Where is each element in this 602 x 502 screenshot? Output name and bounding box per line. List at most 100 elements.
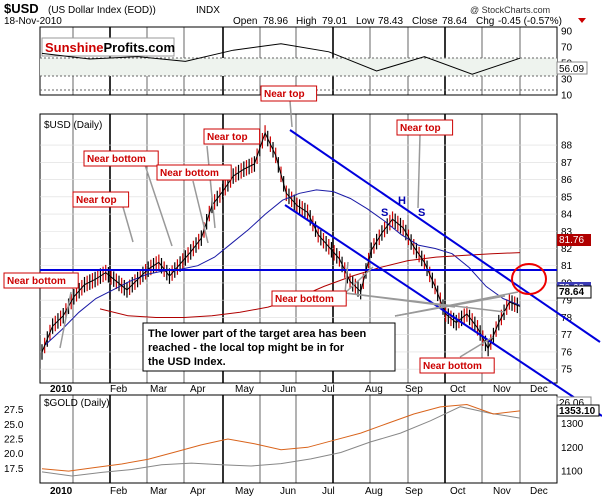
gold-left-tick: 20.0	[4, 449, 24, 460]
annotation-label: Near top	[76, 195, 117, 206]
rsi-neutral-band	[40, 58, 557, 76]
month-label: Mar	[150, 486, 168, 497]
rsi-tick-label: 90	[561, 27, 573, 38]
rsi-last-value: 56.09	[559, 64, 584, 75]
annotation-label: Near bottom	[160, 168, 219, 179]
price-tick-label: 77	[561, 330, 573, 341]
ohlc-readout: Open 78.96 High 79.01 Low 78.43 Close 78…	[233, 16, 562, 27]
rsi-tick-label: 10	[561, 91, 573, 102]
month-label: 2010	[50, 486, 73, 497]
price-tick-label: 88	[561, 141, 573, 152]
rsi-last-box	[556, 61, 588, 75]
brand-part2: Profits.com	[104, 40, 176, 55]
gold-right-tick: 1100	[561, 467, 583, 478]
annotation-box	[72, 191, 130, 208]
price-tick-label: 81	[561, 261, 573, 272]
month-label: Nov	[493, 384, 511, 395]
symbol-name: (US Dollar Index (EOD))	[48, 5, 156, 16]
ma200-last-box	[557, 234, 591, 246]
annotation-label: Near bottom	[7, 276, 66, 287]
month-label: Oct	[450, 486, 466, 497]
price-tick-label: 87	[561, 158, 573, 169]
month-label: Sep	[405, 384, 423, 395]
gold-last-value: 1353.10	[559, 406, 596, 417]
lower-trend-line	[284, 204, 516, 359]
month-label: Jun	[280, 384, 296, 395]
annotation-box	[396, 119, 454, 136]
month-label: Mar	[150, 384, 168, 395]
open-label: Open	[233, 16, 257, 27]
annotation-box	[203, 128, 261, 145]
month-label: Dec	[530, 486, 548, 497]
price-tick-label: 83	[561, 227, 573, 238]
ma200-last-value: 81.76	[559, 235, 584, 246]
annotation-box	[419, 357, 495, 374]
chg-label: Chg	[476, 16, 494, 27]
month-label: Feb	[110, 384, 128, 395]
annotation-label: Near top	[264, 89, 305, 100]
target-circle	[511, 263, 547, 295]
annotation-label: Near top	[400, 123, 441, 134]
month-label: Dec	[530, 384, 548, 395]
brand-box	[41, 37, 175, 57]
month-label: May	[235, 384, 254, 395]
gold-right-tick: 1200	[561, 443, 584, 454]
gold-ratio-last-value: 26.06	[559, 398, 584, 409]
price-tick-label: 84	[561, 210, 573, 221]
brand-part1: Sunshine	[45, 40, 104, 55]
annotation-box	[260, 85, 318, 102]
pattern-s-right: S	[418, 207, 425, 219]
gold-reference-line	[41, 406, 521, 477]
annotation-box	[156, 164, 232, 181]
upper-trend-line	[289, 129, 601, 343]
gold-left-tick: 22.5	[4, 435, 24, 446]
month-label: Apr	[190, 486, 206, 497]
date-label: 18-Nov-2010	[4, 16, 62, 27]
month-label: Sep	[405, 486, 423, 497]
annotation-pointers	[59, 100, 519, 358]
price-tick-label: 79	[561, 296, 573, 307]
close-label: Close	[412, 16, 438, 27]
month-label: Aug	[365, 486, 383, 497]
gold-axis-ticks: 17.5 20.0 22.5 25.0 27.5 1100 1200 1300	[4, 405, 584, 477]
low-label: Low	[356, 16, 375, 27]
price-tick-label: 76	[561, 347, 573, 358]
gold-left-tick: 17.5	[4, 464, 24, 475]
annotation-label: Near bottom	[275, 294, 334, 305]
gold-panel-title: $GOLD (Daily)	[44, 398, 110, 409]
month-label: Jun	[280, 486, 296, 497]
gold-panel-frame	[39, 394, 558, 484]
gold-last-box	[556, 404, 600, 417]
rsi-tick-label: 70	[561, 43, 573, 54]
symbol-label: $USD	[4, 1, 39, 16]
low-value: 78.43	[378, 16, 403, 27]
price-tick-label: 86	[561, 175, 573, 186]
rsi-series-line	[41, 43, 521, 75]
annotation-box	[83, 150, 159, 167]
callout-text: The lower part of the target area has be…	[148, 328, 367, 368]
month-label: May	[235, 486, 254, 497]
price-close-line	[41, 131, 521, 353]
month-label: Nov	[493, 486, 511, 497]
price-panel-title: $USD (Daily)	[44, 120, 102, 131]
gold-left-tick: 27.5	[4, 405, 24, 416]
chg-value: -0.45 (-0.57%)	[498, 16, 562, 27]
price-tick-label: 85	[561, 192, 573, 203]
brand-logo: SunshineProfits.com	[45, 40, 175, 55]
high-value: 79.01	[322, 16, 347, 27]
month-label: Jul	[322, 486, 335, 497]
month-label: 2010	[50, 384, 73, 395]
price-axis-ticks: 7576777879808182838485868788	[561, 141, 573, 376]
month-label: Oct	[450, 384, 466, 395]
annotation-label: Near top	[207, 132, 248, 143]
close-value: 78.64	[442, 16, 467, 27]
annotation-label: Near bottom	[423, 361, 482, 372]
price-tick-label: 75	[561, 365, 573, 376]
annotation-box	[3, 272, 79, 289]
high-label: High	[296, 16, 317, 27]
gold-month-labels: 2010 Feb Mar Apr May Jun Jul Aug Sep Oct Nov Dec	[50, 486, 548, 497]
price-last-value: 78.64	[559, 287, 584, 298]
rsi-tick-label: 30	[561, 75, 573, 86]
month-label: Feb	[110, 486, 128, 497]
